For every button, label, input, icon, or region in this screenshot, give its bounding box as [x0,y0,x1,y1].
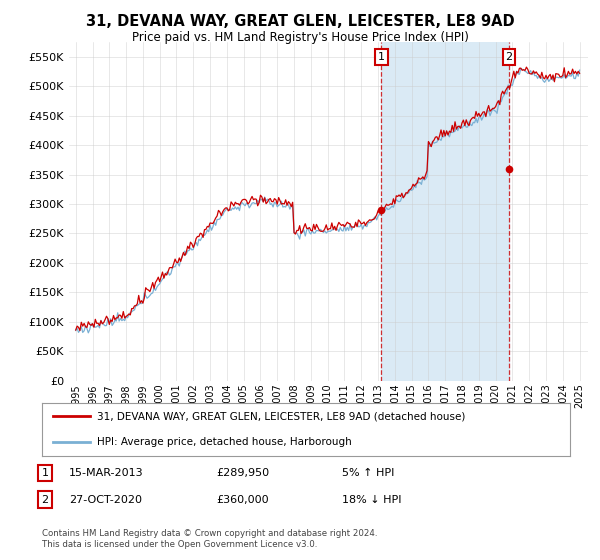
Text: 2: 2 [505,52,512,62]
Text: 1: 1 [378,52,385,62]
Text: 5% ↑ HPI: 5% ↑ HPI [342,468,394,478]
Text: 31, DEVANA WAY, GREAT GLEN, LEICESTER, LE8 9AD (detached house): 31, DEVANA WAY, GREAT GLEN, LEICESTER, L… [97,412,466,422]
Text: 2: 2 [41,494,49,505]
Text: Price paid vs. HM Land Registry's House Price Index (HPI): Price paid vs. HM Land Registry's House … [131,31,469,44]
Text: 27-OCT-2020: 27-OCT-2020 [69,494,142,505]
Text: HPI: Average price, detached house, Harborough: HPI: Average price, detached house, Harb… [97,436,352,446]
Text: 1: 1 [41,468,49,478]
Text: £360,000: £360,000 [216,494,269,505]
Text: 18% ↓ HPI: 18% ↓ HPI [342,494,401,505]
Text: £289,950: £289,950 [216,468,269,478]
Text: 15-MAR-2013: 15-MAR-2013 [69,468,143,478]
Text: 31, DEVANA WAY, GREAT GLEN, LEICESTER, LE8 9AD: 31, DEVANA WAY, GREAT GLEN, LEICESTER, L… [86,14,514,29]
Text: Contains HM Land Registry data © Crown copyright and database right 2024.
This d: Contains HM Land Registry data © Crown c… [42,529,377,549]
Bar [382,42,509,381]
